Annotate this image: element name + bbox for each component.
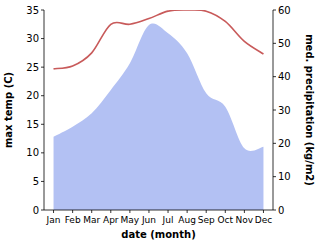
x-tick <box>72 210 73 213</box>
y2-tick-label: 0 <box>278 205 284 216</box>
y-tick <box>41 181 44 182</box>
x-tick <box>168 210 169 213</box>
y-tick-label: 5 <box>33 176 39 187</box>
y2-tick-label: 50 <box>278 38 291 49</box>
y2-tick <box>273 210 276 211</box>
x-tick <box>110 210 111 213</box>
precipitation-area <box>54 23 264 210</box>
x-tick-label: Jan <box>46 215 61 225</box>
y-tick <box>41 38 44 39</box>
x-tick <box>91 210 92 213</box>
x-tick-label: May <box>121 215 140 225</box>
chart: 0 5 10 15 20 25 30 35 0 10 20 30 40 50 60 Jan FebMarAprM… <box>0 0 318 247</box>
y2-tick <box>273 43 276 44</box>
y-tick-label: 35 <box>26 5 39 16</box>
x-tick <box>244 210 245 213</box>
y2-tick-label: 20 <box>278 138 291 149</box>
x-tick <box>148 210 149 213</box>
y-label: max temp (C) <box>3 72 14 148</box>
y2-tick-label: 30 <box>278 105 291 116</box>
y-tick-label: 15 <box>26 119 39 130</box>
x-tick <box>225 210 226 213</box>
temp-line <box>54 10 264 69</box>
x-tick <box>206 210 207 213</box>
y-tick-label: 0 <box>33 205 39 216</box>
x-tick-label: Jul <box>162 215 174 225</box>
y-tick-label: 30 <box>26 33 39 44</box>
y2-tick-label: 40 <box>278 71 291 82</box>
y-tick <box>41 210 44 211</box>
x-tick-label: Nov <box>236 215 254 225</box>
y-tick-label: 10 <box>26 147 39 158</box>
x-tick-label: Apr <box>103 215 119 225</box>
x-tick <box>53 210 54 213</box>
y2-tick <box>273 110 276 111</box>
y2-tick-label: 10 <box>278 171 291 182</box>
x-axis <box>44 210 273 211</box>
x-tick-label: Sep <box>198 215 215 225</box>
y-axis <box>44 10 45 210</box>
y2-tick <box>273 10 276 11</box>
x-tick <box>263 210 264 213</box>
y-tick-label: 25 <box>26 62 39 73</box>
y-tick <box>41 67 44 68</box>
x-tick-label: Jun <box>141 215 156 225</box>
y2-tick <box>273 76 276 77</box>
y-tick <box>41 10 44 11</box>
x-tick-label: Oct <box>218 215 234 225</box>
y2-tick <box>273 143 276 144</box>
x-tick <box>129 210 130 213</box>
x-tick-label: Dec <box>255 215 272 225</box>
x-label: date (month) <box>121 229 195 240</box>
y2-tick-label: 60 <box>278 5 291 16</box>
y-tick <box>41 124 44 125</box>
y-tick-label: 20 <box>26 90 39 101</box>
x-tick-label: Feb <box>65 215 81 225</box>
x-tick <box>187 210 188 213</box>
y-tick <box>41 95 44 96</box>
x-tick-label: Mar <box>83 215 100 225</box>
y-tick <box>41 152 44 153</box>
x-tick-label: Aug <box>178 215 196 225</box>
y2-tick <box>273 176 276 177</box>
y2-label: med. precipitation (kg/m2) <box>304 34 315 186</box>
plot-area <box>54 10 264 210</box>
